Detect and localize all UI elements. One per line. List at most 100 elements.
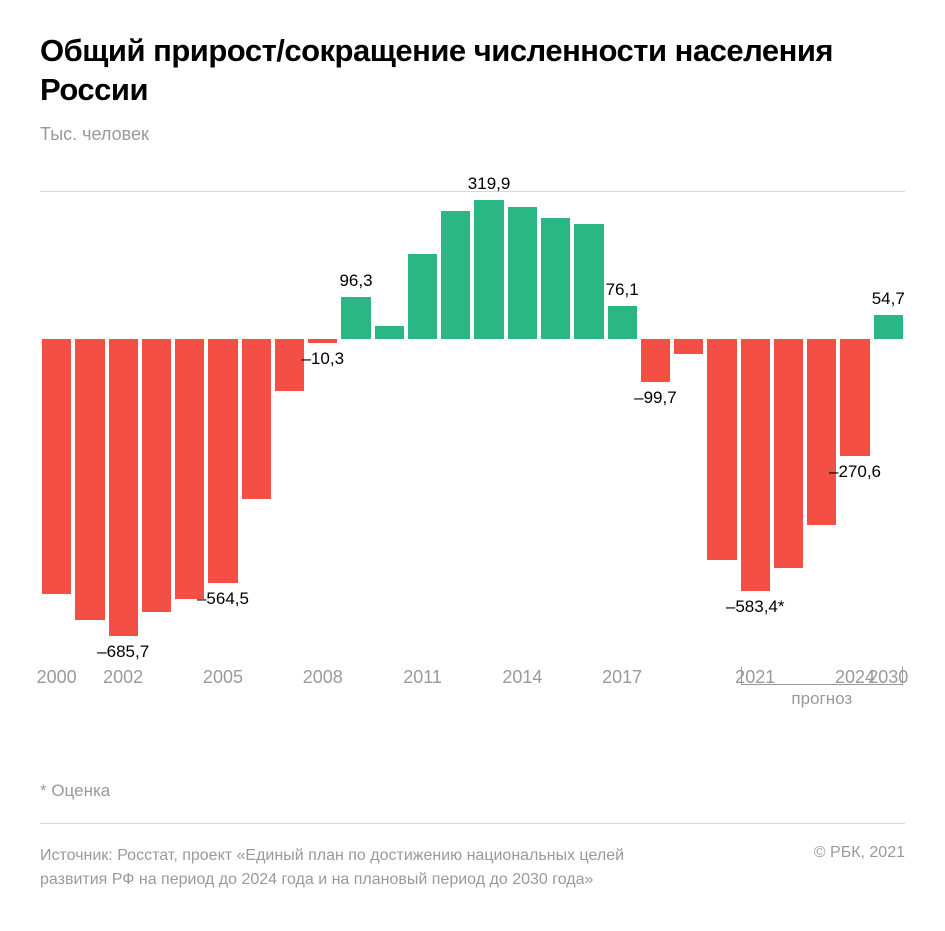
x-tick-label: 2014 (502, 667, 542, 688)
credit-text: © РБК, 2021 (814, 844, 905, 862)
chart-subtitle: Тыс. человек (40, 124, 905, 145)
bar (242, 339, 271, 499)
x-axis: 2000 2002 2005 2008 2011 2014 2017 2021 20242030 (40, 661, 905, 711)
bar (175, 339, 204, 599)
bar-slot (140, 192, 173, 651)
bar-value-label: –10,3 (301, 349, 344, 369)
bar-value-label: –99,7 (634, 388, 677, 408)
x-tick-slot (173, 661, 206, 711)
x-tick-label: 2005 (203, 667, 243, 688)
bar (142, 339, 171, 612)
bar-value-label: 76,1 (606, 280, 639, 300)
bar (608, 306, 637, 339)
x-tick-slot: 2008 (306, 661, 339, 711)
bar-slot: –10,3 (306, 192, 339, 651)
chart-title: Общий прирост/сокращение численности нас… (40, 32, 905, 110)
x-tick-slot (705, 661, 738, 711)
bar (109, 339, 138, 636)
bar-slot (672, 192, 705, 651)
bar-slot (173, 192, 206, 651)
bar (375, 326, 404, 339)
bar-slot (572, 192, 605, 651)
chart-area: –685,7–564,5–10,396,3319,976,1–99,7–583,… (40, 191, 905, 711)
x-tick-slot (273, 661, 306, 711)
x-tick-label: 2000 (37, 667, 77, 688)
bar (508, 207, 537, 339)
x-tick-slot (772, 661, 805, 711)
bar (275, 339, 304, 391)
bar-slot: –564,5 (206, 192, 239, 651)
bar (474, 200, 503, 339)
x-tick-label: 2021 (735, 667, 775, 688)
x-tick-slot: 2014 (506, 661, 539, 711)
bar (441, 211, 470, 339)
bar-slot: –685,7 (107, 192, 140, 651)
bar-slot (705, 192, 738, 651)
x-tick-slot (339, 661, 372, 711)
bar-slot (273, 192, 306, 651)
x-tick-label: 2030 (868, 667, 908, 688)
bar-slot (240, 192, 273, 651)
x-tick-slot (73, 661, 106, 711)
bar-slot: –270,6 (838, 192, 871, 651)
bar-slot: 96,3 (339, 192, 372, 651)
x-tick-slot (639, 661, 672, 711)
x-tick-slot: 2021 (739, 661, 772, 711)
bar (75, 339, 104, 620)
bar-slot: –99,7 (639, 192, 672, 651)
bar (208, 339, 237, 583)
footnote-estimate: * Оценка (40, 781, 905, 801)
x-tick-slot (373, 661, 406, 711)
chart-plot: –685,7–564,5–10,396,3319,976,1–99,7–583,… (40, 192, 905, 651)
x-tick-slot (439, 661, 472, 711)
x-tick-slot (572, 661, 605, 711)
x-tick-slot: 2030 (872, 661, 905, 711)
bar (42, 339, 71, 594)
bar-slot (805, 192, 838, 651)
footer-separator (40, 823, 905, 824)
bar-slot (772, 192, 805, 651)
bar (674, 339, 703, 354)
x-tick-slot (240, 661, 273, 711)
bar (341, 297, 370, 339)
x-tick-slot: 2011 (406, 661, 439, 711)
bar-slot (539, 192, 572, 651)
x-tick-label: 2017 (602, 667, 642, 688)
bar (807, 339, 836, 525)
bar (308, 339, 337, 343)
bar (874, 315, 903, 339)
bar (408, 254, 437, 338)
bar-value-label: 54,7 (872, 289, 905, 309)
bar-slot (40, 192, 73, 651)
bar (641, 339, 670, 382)
bar (574, 224, 603, 339)
x-tick-slot (140, 661, 173, 711)
x-tick-label: 2008 (303, 667, 343, 688)
x-tick-slot (472, 661, 505, 711)
bar-slot: 319,9 (472, 192, 505, 651)
bar-slot (406, 192, 439, 651)
x-tick-slot: 2017 (606, 661, 639, 711)
bar (840, 339, 869, 456)
bar (741, 339, 770, 592)
bar-slot: 76,1 (606, 192, 639, 651)
x-tick-slot (539, 661, 572, 711)
bar-slot: –583,4* (739, 192, 772, 651)
x-tick-slot (672, 661, 705, 711)
x-tick-slot: 2000 (40, 661, 73, 711)
bar-slot (73, 192, 106, 651)
bar-slot (506, 192, 539, 651)
bar (774, 339, 803, 569)
x-tick-slot: 2024 (838, 661, 871, 711)
bar (707, 339, 736, 560)
x-tick-slot (805, 661, 838, 711)
bar-value-label: 319,9 (468, 174, 511, 194)
x-tick-label: 2011 (403, 667, 442, 688)
bar-slot (373, 192, 406, 651)
x-tick-label: 2002 (103, 667, 143, 688)
chart-bars: –685,7–564,5–10,396,3319,976,1–99,7–583,… (40, 192, 905, 651)
bar-slot (439, 192, 472, 651)
bar (541, 218, 570, 339)
bar-slot: 54,7 (872, 192, 905, 651)
x-tick-slot: 2002 (107, 661, 140, 711)
